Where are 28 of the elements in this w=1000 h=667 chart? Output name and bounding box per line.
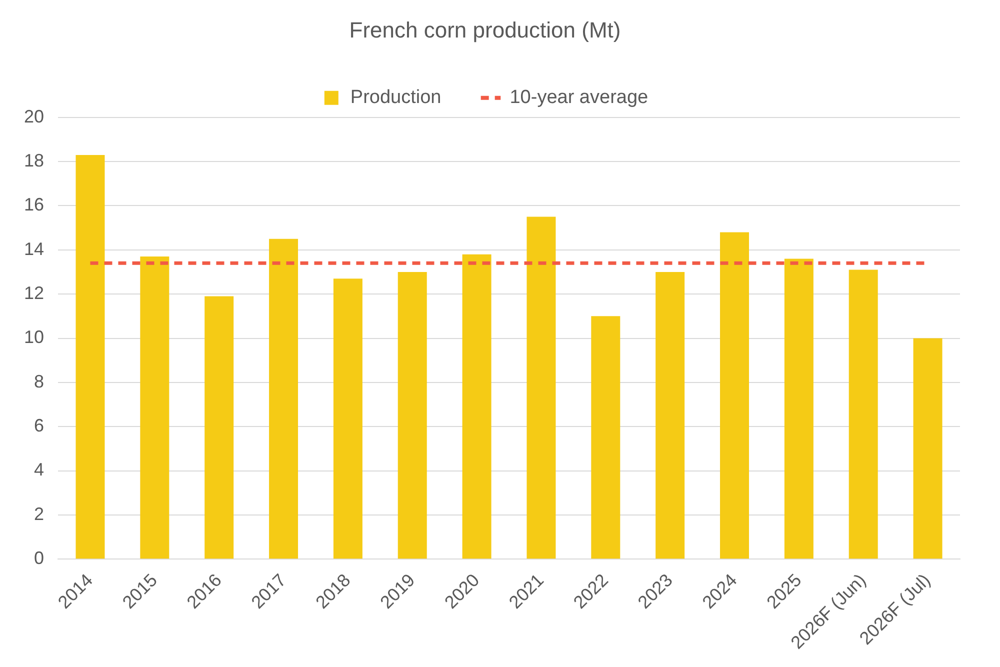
bar (656, 272, 685, 559)
y-tick-label: 16 (24, 194, 44, 215)
legend-label: Production (350, 87, 442, 108)
bar (140, 256, 170, 559)
y-tick-label: 10 (24, 327, 44, 348)
bar (398, 272, 427, 559)
bar (462, 254, 492, 559)
bar (913, 338, 942, 559)
bar (720, 232, 749, 559)
bar (591, 316, 620, 559)
chart-title: French corn production (Mt) (349, 17, 621, 42)
bar (848, 270, 878, 559)
legend-label: 10-year average (510, 87, 648, 108)
y-tick-label: 20 (24, 106, 44, 126)
y-tick-label: 2 (34, 504, 44, 524)
y-tick-label: 0 (34, 548, 44, 568)
bar (269, 238, 298, 559)
y-tick-label: 8 (34, 371, 44, 392)
bar (333, 278, 362, 559)
y-tick-label: 18 (24, 150, 44, 171)
y-tick-label: 4 (34, 460, 44, 480)
y-tick-label: 14 (24, 238, 44, 259)
bar (204, 296, 234, 559)
y-tick-label: 12 (24, 283, 44, 304)
bar (784, 258, 814, 559)
y-tick-label: 6 (34, 416, 44, 436)
bar (76, 154, 105, 559)
bar (526, 216, 556, 559)
